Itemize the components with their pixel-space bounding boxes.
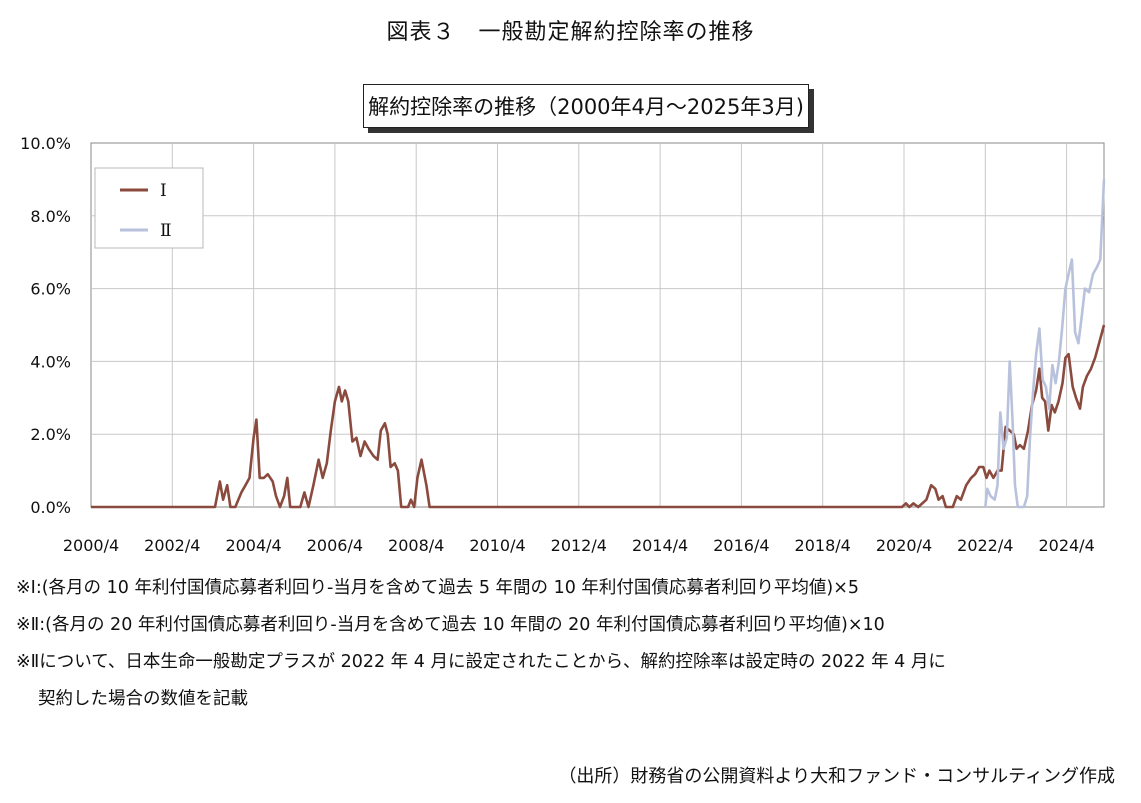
y-tick-label: 10.0%	[20, 134, 71, 153]
series-line-1	[91, 324, 1106, 509]
plot-area	[90, 142, 1105, 508]
x-tick-label: 2024/4	[1038, 536, 1094, 555]
y-tick-label: 4.0%	[30, 352, 71, 371]
y-tick-label: 6.0%	[30, 280, 71, 299]
y-tick-label: 0.0%	[30, 498, 71, 517]
x-tick-label: 2000/4	[63, 536, 119, 555]
x-tick-label: 2002/4	[144, 536, 200, 555]
figure-title: 図表３ 一般勘定解約控除率の推移	[386, 20, 755, 45]
notes: ※Ⅰ:(各月の 10 年利付国債応募者利回り-当月を含めて過去 5 年間の 10…	[16, 570, 1126, 718]
series-line-2	[984, 179, 1106, 509]
line-chart: 0.0% 2.0% 4.0% 6.0% 8.0% 10.0% 2000/4 2002/4 200…	[20, 134, 1106, 555]
x-tick-label: 2006/4	[307, 536, 363, 555]
chart-area: 0.0% 2.0% 4.0% 6.0% 8.0% 10.0% 2000/4 2002/4 200…	[0, 70, 1141, 570]
x-tick-label: 2014/4	[632, 536, 688, 555]
x-tick-label: 2018/4	[795, 536, 851, 555]
x-tick-label: 2020/4	[876, 536, 932, 555]
source-note: （出所）財務省の公開資料より大和ファンド・コンサルティング作成	[558, 766, 1115, 787]
x-tick-label: 2012/4	[551, 536, 607, 555]
legend	[94, 167, 204, 249]
note-series-2: ※Ⅱ:(各月の 20 年利付国債応募者利回り-当月を含めて過去 10 年間の 2…	[16, 615, 885, 635]
y-tick-label: 8.0%	[30, 207, 71, 226]
note-series-2-setting: ※Ⅱについて、日本生命一般勘定プラスが 2022 年 4 月に設定されたことから…	[16, 652, 946, 672]
x-tick-label: 2010/4	[469, 536, 525, 555]
x-tick-label: 2004/4	[225, 536, 281, 555]
note-series-2-setting-cont: 契約した場合の数値を記載	[38, 689, 248, 709]
legend-label-1: Ⅰ	[160, 181, 167, 201]
x-tick-label: 2008/4	[388, 536, 444, 555]
x-tick-label: 2016/4	[713, 536, 769, 555]
chart-title: 解約控除率の推移（2000年4月～2025年3月)	[363, 84, 809, 128]
y-tick-label: 2.0%	[30, 425, 71, 444]
x-tick-label: 2022/4	[957, 536, 1013, 555]
legend-label-2: Ⅱ	[160, 221, 172, 241]
note-series-1: ※Ⅰ:(各月の 10 年利付国債応募者利回り-当月を含めて過去 5 年間の 10…	[16, 578, 860, 598]
